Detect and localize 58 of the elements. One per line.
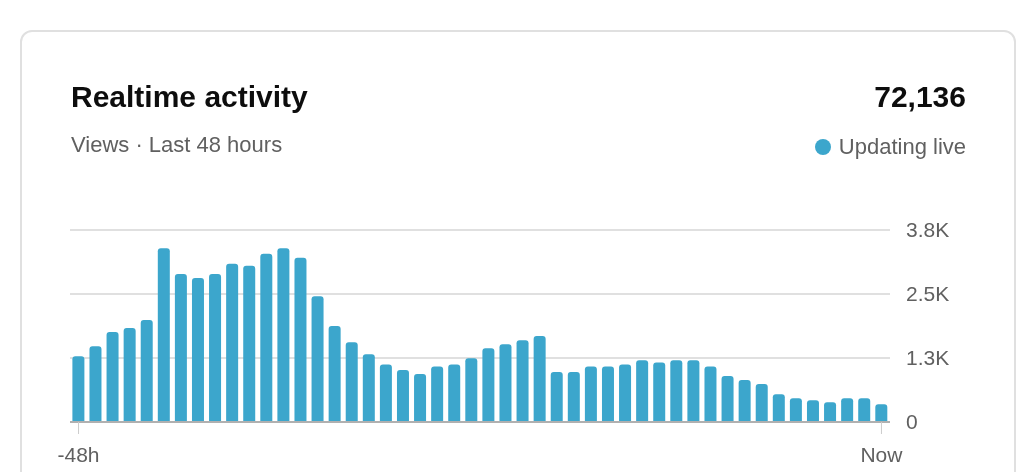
bar	[533, 336, 546, 422]
bar	[345, 342, 358, 422]
bar	[619, 364, 632, 422]
bar	[414, 374, 427, 422]
bar	[226, 263, 239, 422]
bar	[294, 257, 307, 422]
y-tick-label: 2.5K	[906, 282, 950, 306]
bar	[875, 404, 888, 422]
bar	[482, 348, 495, 422]
bar	[396, 369, 409, 422]
bar	[362, 354, 375, 422]
bar	[687, 360, 700, 422]
bar	[550, 371, 563, 422]
bar	[123, 328, 136, 422]
bar	[89, 346, 102, 422]
bar	[653, 362, 666, 422]
bar	[601, 366, 614, 422]
bar	[191, 278, 204, 422]
bar	[379, 364, 392, 422]
bar	[738, 380, 751, 422]
bar	[824, 402, 837, 422]
bar	[174, 273, 187, 422]
bar	[584, 366, 597, 422]
bar	[157, 248, 170, 422]
bar	[636, 360, 649, 422]
y-tick-label: 0	[906, 410, 918, 434]
bar	[106, 332, 119, 422]
bar	[328, 326, 341, 422]
chart-title: Realtime activity	[71, 80, 308, 114]
bar	[431, 366, 444, 422]
chart-subtitle: Views · Last 48 hours	[71, 132, 283, 158]
x-tick-label: Now	[860, 443, 904, 466]
bar	[499, 344, 512, 422]
bar	[806, 400, 819, 422]
bar	[858, 398, 871, 422]
y-tick-label: 1.3K	[906, 346, 950, 370]
bar	[721, 376, 734, 422]
bar	[140, 319, 153, 422]
y-tick-label: 3.8K	[906, 218, 950, 242]
bar	[277, 248, 290, 422]
bar	[260, 253, 273, 422]
bar	[704, 366, 717, 422]
bar	[516, 340, 529, 422]
bar	[772, 394, 785, 422]
bar	[209, 273, 222, 422]
bar	[243, 265, 256, 422]
text: 72,136	[874, 80, 966, 114]
bar	[465, 358, 478, 422]
bar	[311, 296, 324, 422]
x-tick-label: -48h	[57, 443, 100, 466]
bar	[670, 360, 683, 422]
bar	[755, 384, 768, 422]
bar	[448, 364, 461, 422]
bar	[567, 371, 580, 422]
bar	[72, 356, 85, 422]
bar	[789, 398, 802, 422]
bar	[841, 398, 854, 422]
text: Updating live	[838, 134, 966, 160]
